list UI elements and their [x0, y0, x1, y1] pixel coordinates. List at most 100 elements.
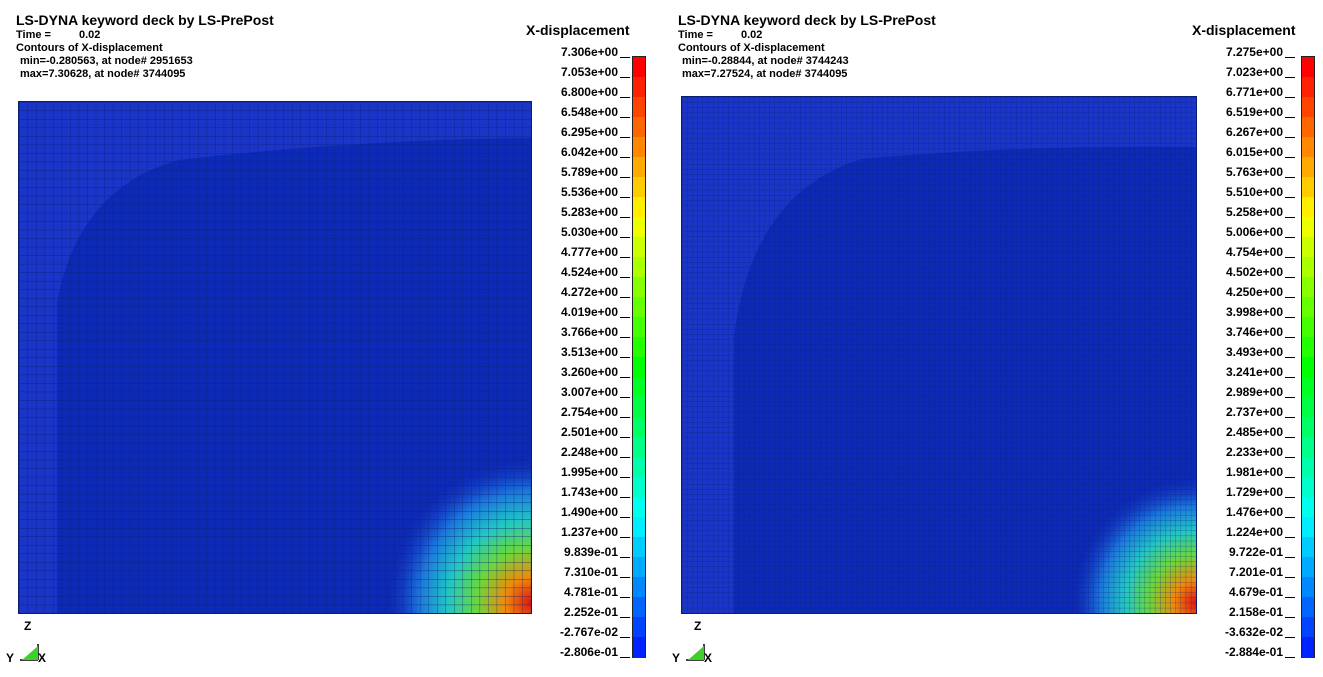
axis-triad-icon [686, 644, 705, 661]
legend-tick-mark [1285, 637, 1295, 638]
legend-tick-label: 4.524e+00 [560, 265, 618, 279]
legend-tick-mark [1285, 117, 1295, 118]
legend-color-segment [633, 437, 645, 458]
legend-tick-mark [620, 77, 630, 78]
legend-tick-labels: 7.306e+00 7.053e+00 6.800e+00 6.548e+00 6.29… [540, 40, 630, 660]
min-value-text: min=-0.280563, at node# 2951653 [20, 55, 193, 67]
axis-triad: Z Y X [4, 620, 52, 664]
legend-tick-mark [620, 437, 630, 438]
legend-tick-label: 1.237e+00 [560, 525, 618, 539]
legend-tick-mark [1285, 297, 1295, 298]
axis-x-label: X [38, 651, 47, 665]
legend-tick-mark [1285, 437, 1295, 438]
legend-color-segment [1302, 377, 1314, 398]
legend-color-segment [1302, 97, 1314, 118]
legend-tick-label: 4.019e+00 [560, 305, 618, 319]
legend-tick-mark [1285, 617, 1295, 618]
legend-tick-label: 3.241e+00 [1225, 365, 1283, 379]
legend-color-segment [633, 357, 645, 378]
legend-color-segment [1302, 497, 1314, 518]
legend-tick-label: 3.007e+00 [560, 385, 618, 399]
legend-tick-mark [620, 417, 630, 418]
time-readout: Time = 0.02 [678, 29, 762, 41]
color-legend-bar [1301, 56, 1315, 658]
axis-triad: Z Y X [670, 620, 718, 664]
legend-tick-label: 3.766e+00 [560, 325, 618, 339]
legend-color-segment [1302, 477, 1314, 498]
legend-tick-mark [1285, 77, 1295, 78]
mesh-grid [682, 97, 1196, 613]
legend-tick-mark [1285, 237, 1295, 238]
legend-tick-mark [620, 637, 630, 638]
legend-tick-mark [1285, 157, 1295, 158]
legend-color-segment [633, 117, 645, 138]
axis-z-label: Z [24, 619, 32, 633]
legend-color-segment [1302, 157, 1314, 178]
legend-color-segment [1302, 197, 1314, 218]
legend-tick-mark [1285, 277, 1295, 278]
legend-color-segment [633, 137, 645, 158]
legend-color-segment [633, 557, 645, 578]
fe-mesh-viewport[interactable] [681, 96, 1197, 614]
legend-tick-label: 4.272e+00 [560, 285, 618, 299]
legend-color-segment [633, 317, 645, 338]
legend-tick-label: 7.053e+00 [560, 65, 618, 79]
time-value: 0.02 [741, 29, 763, 41]
legend-tick-label: 6.267e+00 [1225, 125, 1283, 139]
legend-tick-label: 4.754e+00 [1225, 245, 1283, 259]
legend-color-segment [1302, 517, 1314, 538]
contours-label: Contours of X-displacement [678, 42, 825, 54]
legend-tick-mark [620, 557, 630, 558]
axis-x-label: X [704, 651, 713, 665]
legend-tick-label: 5.006e+00 [1225, 225, 1283, 239]
legend-color-segment [1302, 597, 1314, 618]
legend-color-segment [1302, 637, 1314, 658]
fe-mesh-viewport[interactable] [18, 101, 532, 614]
legend-tick-label: 5.763e+00 [1225, 165, 1283, 179]
plot-title: LS-DYNA keyword deck by LS-PrePost [678, 12, 936, 28]
legend-tick-label: 2.233e+00 [1225, 445, 1283, 459]
legend-color-segment [633, 197, 645, 218]
max-value-text: max=7.30628, at node# 3744095 [20, 68, 186, 80]
legend-tick-label: 5.258e+00 [1225, 205, 1283, 219]
legend-tick-mark [620, 477, 630, 478]
min-value-text: min=-0.28844, at node# 3744243 [682, 55, 849, 67]
legend-tick-label: 4.250e+00 [1225, 285, 1283, 299]
legend-tick-mark [620, 537, 630, 538]
legend-color-segment [633, 477, 645, 498]
legend-tick-mark [1285, 177, 1295, 178]
legend-color-segment [1302, 277, 1314, 298]
time-label: Time = [678, 29, 713, 41]
legend-tick-label: -2.884e-01 [1224, 645, 1283, 659]
mesh-contour-svg [19, 102, 531, 613]
legend-tick-label: 6.015e+00 [1225, 145, 1283, 159]
legend-tick-label: 1.743e+00 [560, 485, 618, 499]
legend-color-segment [1302, 457, 1314, 478]
legend-color-segment [633, 337, 645, 358]
legend-tick-mark [1285, 577, 1295, 578]
legend-color-segment [633, 537, 645, 558]
contours-label: Contours of X-displacement [16, 42, 163, 54]
mesh-grid [19, 102, 531, 613]
legend-color-segment [1302, 237, 1314, 258]
legend-color-segment [1302, 537, 1314, 558]
legend-color-segment [633, 377, 645, 398]
legend-color-segment [1302, 217, 1314, 238]
legend-color-segment [1302, 437, 1314, 458]
legend-tick-mark [620, 457, 630, 458]
legend-tick-mark [620, 337, 630, 338]
legend-color-segment [1302, 417, 1314, 438]
legend-tick-mark [620, 297, 630, 298]
legend-color-segment [1302, 137, 1314, 158]
legend-tick-mark [1285, 657, 1295, 658]
legend-tick-label: 4.777e+00 [560, 245, 618, 259]
legend-tick-mark [1285, 317, 1295, 318]
legend-color-segment [633, 77, 645, 98]
legend-color-segment [633, 157, 645, 178]
legend-tick-label: 2.501e+00 [560, 425, 618, 439]
legend-color-segment [633, 597, 645, 618]
legend-color-segment [1302, 177, 1314, 198]
legend-tick-label: 7.023e+00 [1225, 65, 1283, 79]
legend-tick-mark [620, 57, 630, 58]
legend-color-segment [633, 457, 645, 478]
